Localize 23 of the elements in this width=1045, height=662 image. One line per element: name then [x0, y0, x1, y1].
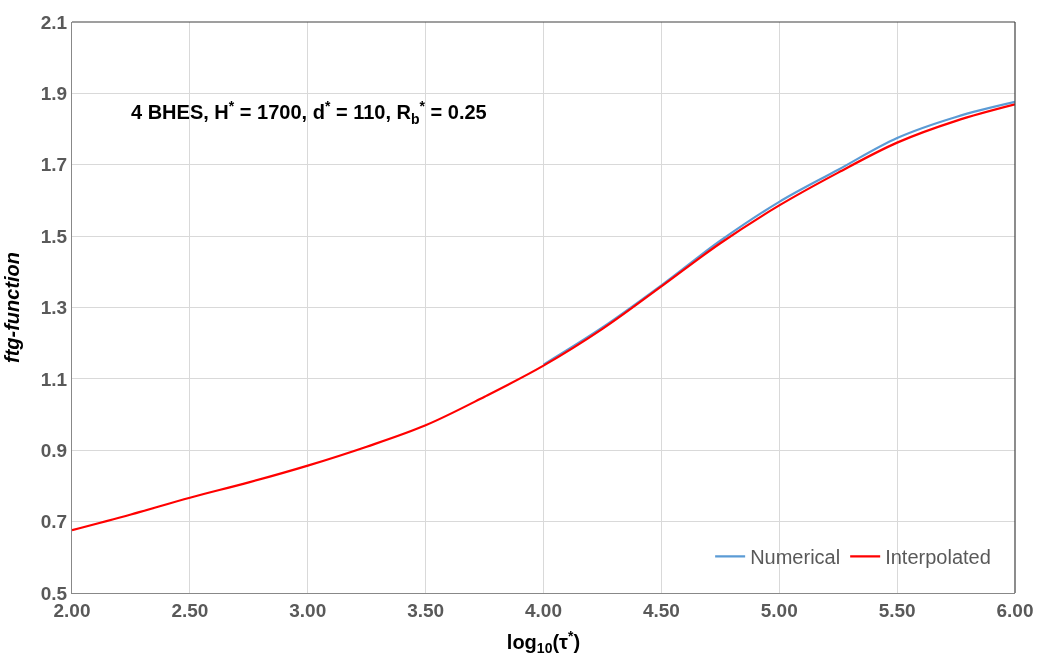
- line-series: [542, 100, 1015, 366]
- x-tick-label: 3.00: [289, 599, 327, 621]
- line-series: [72, 103, 1015, 532]
- x-tick-label: 5.50: [878, 599, 916, 621]
- x-tick-label: 5.00: [760, 599, 798, 621]
- legend-label: Interpolated: [885, 546, 991, 569]
- annotation: 4 BHES, H$^{*}$ = 1700, d$^{*}$ = 110, R$_{b}$$^{*}$ = 0.25: [131, 98, 487, 127]
- x-axis-title: log$_{10}$(τ$^{*}$): [506, 627, 581, 657]
- y-tick-label: 1.5: [40, 225, 68, 247]
- y-tick-label: 2.1: [40, 11, 68, 33]
- y-tick-label: 1.3: [40, 297, 68, 319]
- x-tick-label: 4.50: [642, 599, 680, 621]
- x-tick-label: 3.50: [407, 599, 445, 621]
- x-tick-label: 6.00: [996, 599, 1034, 621]
- y-tick-label: 0.7: [40, 511, 68, 533]
- legend-label: Numerical: [750, 546, 841, 569]
- y-tick-label: 1.9: [40, 83, 68, 105]
- y-tick-label: 0.9: [40, 439, 68, 461]
- x-tick-label: 4.00: [525, 599, 562, 621]
- y-axis-title: ftg-function: [1, 251, 24, 364]
- x-tick-label: 2.50: [171, 599, 209, 621]
- y-tick-label: 1.1: [40, 368, 68, 390]
- y-tick-label: 1.7: [40, 154, 68, 176]
